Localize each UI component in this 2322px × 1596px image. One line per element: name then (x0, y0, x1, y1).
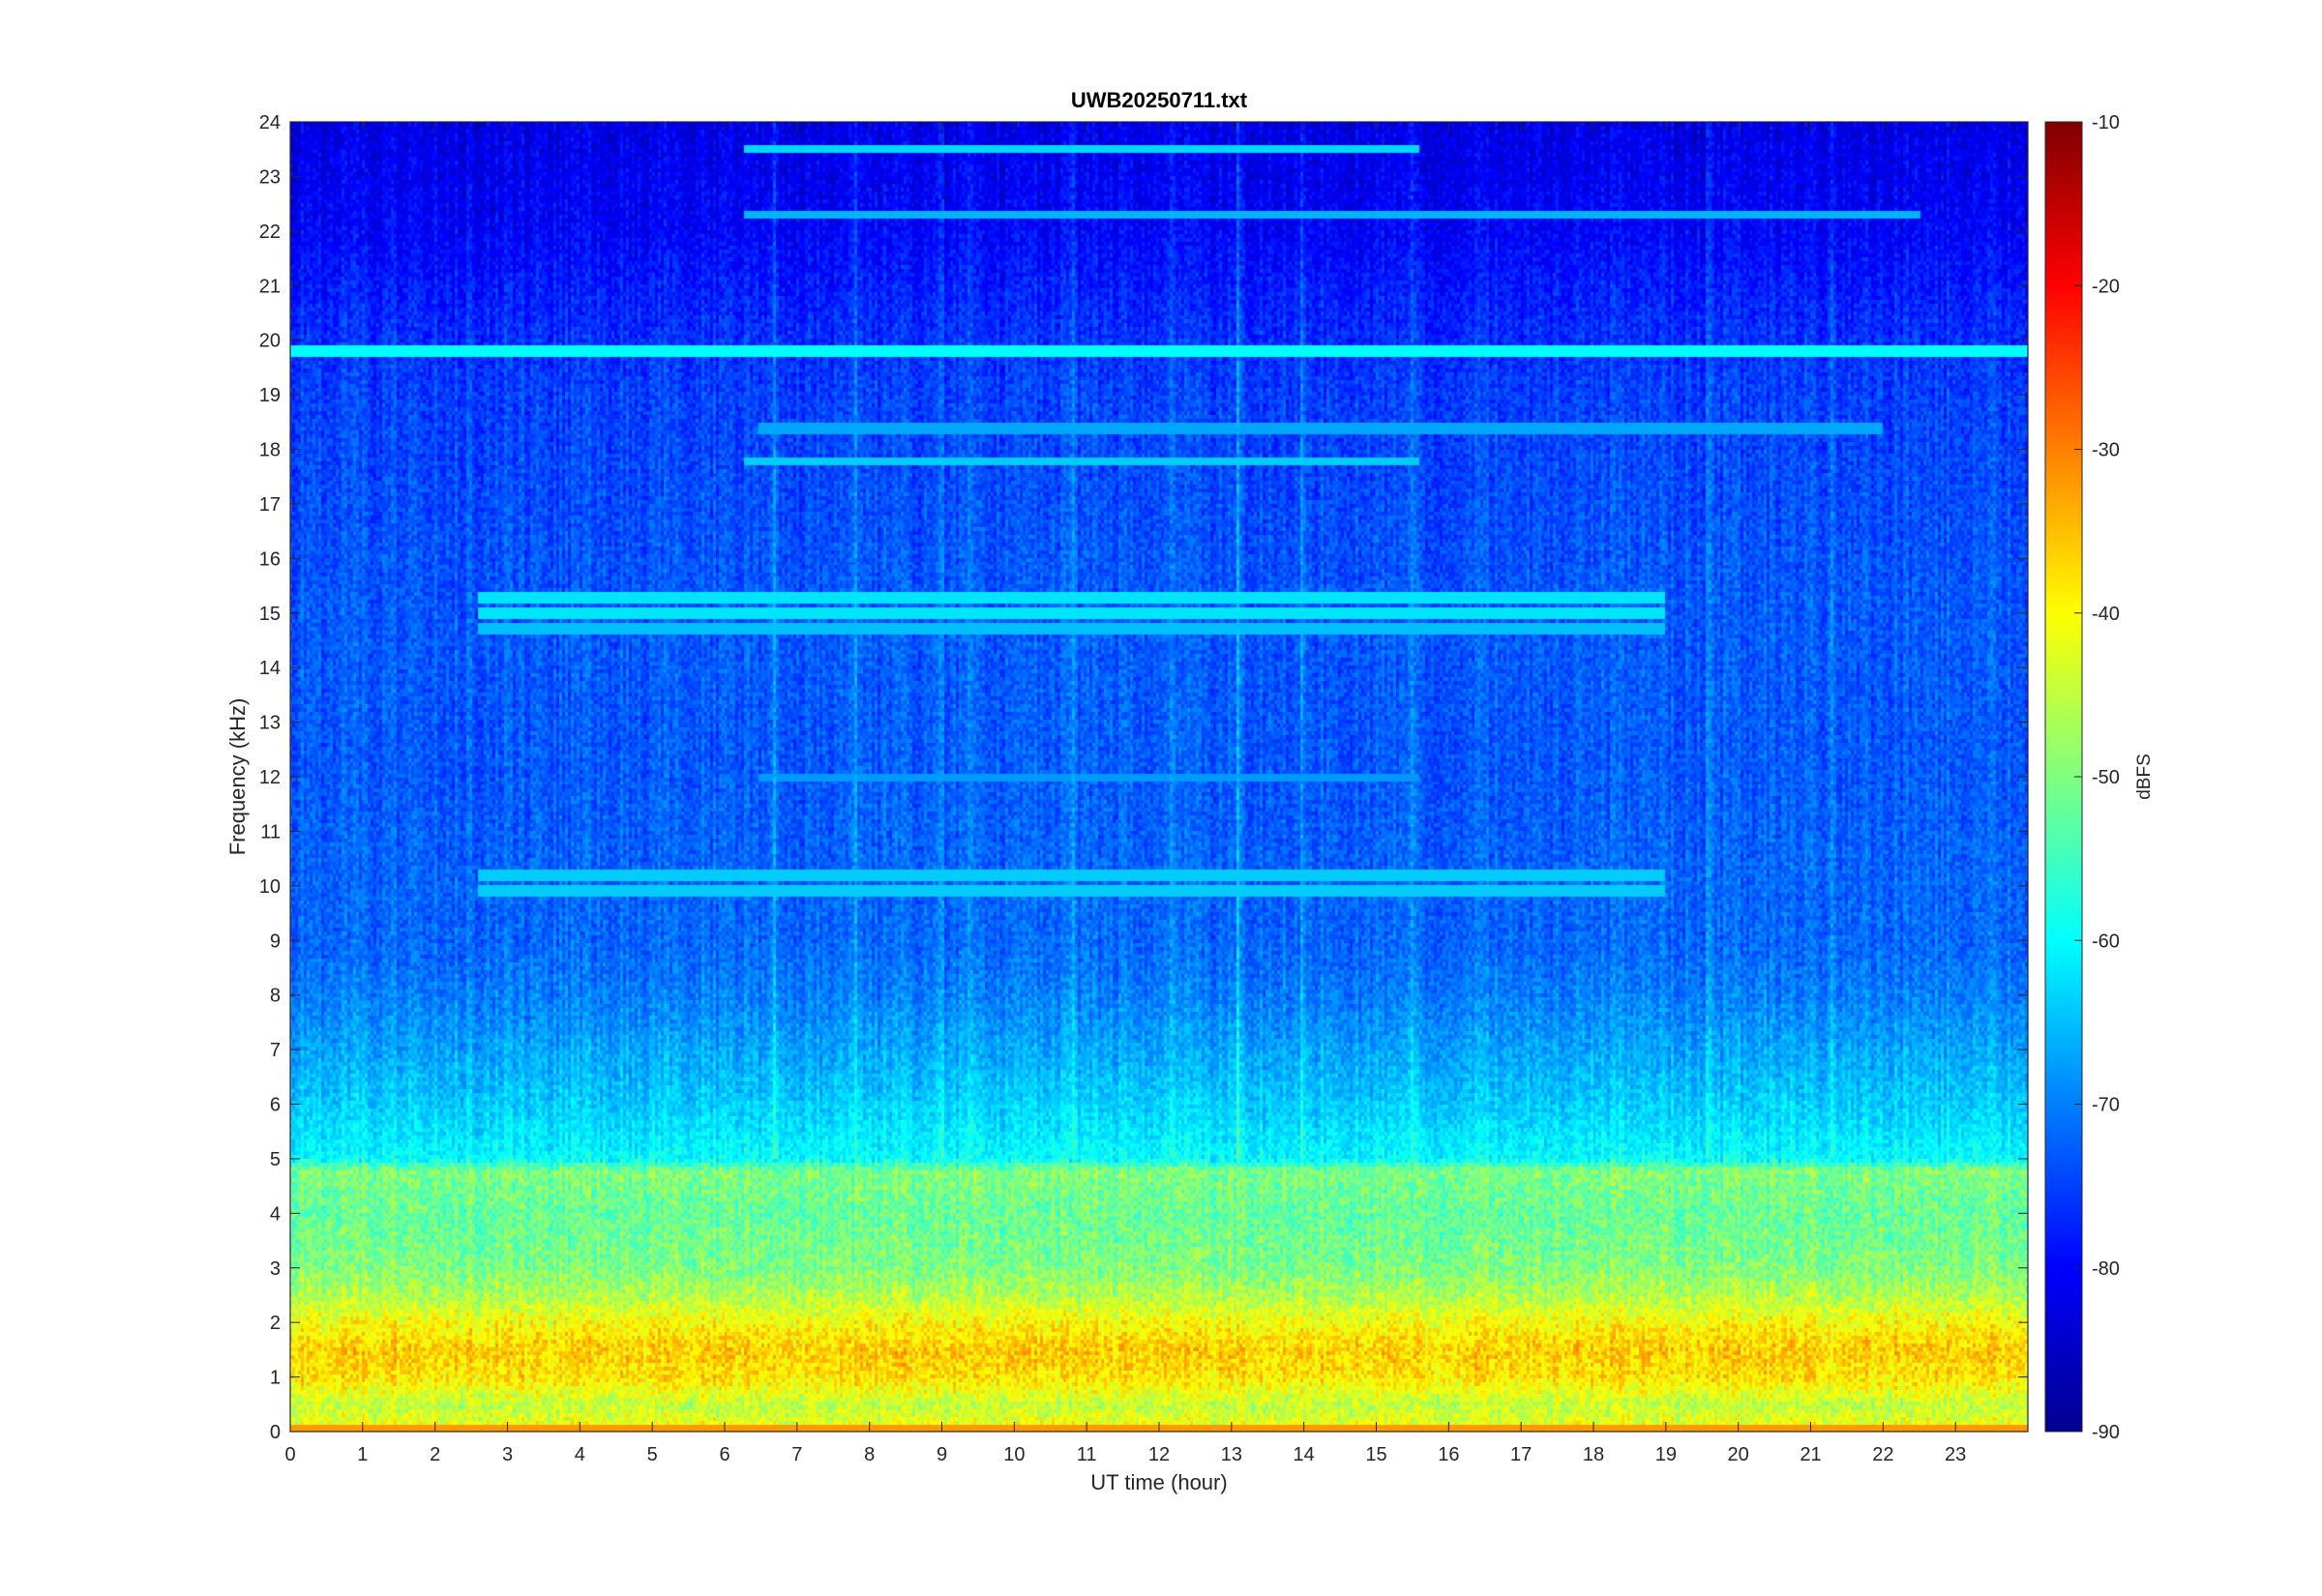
y-tick-label: 11 (260, 821, 281, 842)
x-tick-label: 17 (1510, 1444, 1532, 1465)
chart-title: UWB20250711.txt (1071, 88, 1248, 112)
y-tick-label: 13 (259, 713, 281, 734)
x-tick-label: 0 (284, 1444, 295, 1465)
colorbar-tick-label: -60 (2092, 931, 2120, 952)
x-tick-label: 1 (357, 1444, 368, 1465)
y-tick-label: 10 (259, 876, 281, 898)
x-tick-label: 8 (864, 1444, 875, 1465)
y-tick-label: 16 (259, 548, 281, 570)
x-tick-label: 23 (1945, 1444, 1966, 1465)
y-tick-label: 7 (270, 1040, 281, 1061)
x-tick-label: 12 (1148, 1444, 1170, 1465)
y-tick-label: 4 (270, 1203, 281, 1225)
x-tick-label: 11 (1077, 1444, 1097, 1465)
y-tick-label: 23 (259, 166, 281, 188)
x-tick-label: 5 (647, 1444, 658, 1465)
colorbar-tick-label: -80 (2092, 1258, 2120, 1280)
y-tick-label: 0 (270, 1422, 281, 1443)
colorbar-axis: -10 -20 -30 -40 -50 -60 -70 -80 -90 (2074, 112, 2120, 1443)
x-tick-label: 13 (1221, 1444, 1242, 1465)
y-tick-label: 19 (259, 385, 281, 406)
colorbar-tick-label: -20 (2092, 276, 2120, 297)
x-axis-label: UT time (hour) (1090, 1470, 1227, 1494)
y-tick-label: 14 (259, 658, 281, 679)
y-tick-label: 5 (270, 1149, 281, 1170)
x-tick-label: 3 (502, 1444, 513, 1465)
colorbar-label: dBFS (2134, 754, 2155, 800)
x-tick-label: 16 (1438, 1444, 1459, 1465)
y-tick-label: 20 (259, 331, 281, 352)
colorbar-tick-label: -90 (2092, 1422, 2120, 1443)
heatmap-cells (290, 122, 2028, 1432)
y-tick-label: 2 (270, 1313, 281, 1334)
colorbar-tick-label: -10 (2092, 112, 2120, 133)
x-tick-label: 15 (1365, 1444, 1386, 1465)
colorbar-tick-label: -30 (2092, 440, 2120, 461)
x-tick-label: 14 (1294, 1444, 1315, 1465)
y-tick-label: 18 (259, 440, 281, 461)
y-tick-label: 12 (259, 767, 281, 788)
spectrogram-heatmap (290, 122, 2028, 1432)
colorbar-tick-label: -40 (2092, 604, 2120, 625)
y-tick-label: 9 (270, 931, 281, 952)
y-tick-label: 22 (259, 222, 281, 243)
x-tick-label: 20 (1728, 1444, 1749, 1465)
x-tick-label: 19 (1655, 1444, 1677, 1465)
x-tick-label: 7 (791, 1444, 802, 1465)
y-tick-label: 21 (259, 276, 281, 297)
x-tick-label: 2 (430, 1444, 440, 1465)
colorbar-tick-label: -70 (2092, 1095, 2120, 1116)
y-tick-label: 24 (259, 112, 281, 133)
y-tick-label: 15 (259, 604, 281, 625)
x-tick-label: 4 (575, 1444, 585, 1465)
x-tick-label: 21 (1800, 1444, 1821, 1465)
y-tick-label: 17 (259, 494, 281, 516)
x-tick-label: 10 (1003, 1444, 1025, 1465)
x-axis: 0 1 2 3 4 5 6 7 8 9 10 11 12 13 14 15 16 17 18 19 20 21 22 23 (284, 122, 1966, 1465)
y-tick-label: 1 (270, 1368, 281, 1389)
x-tick-label: 9 (937, 1444, 947, 1465)
x-tick-label: 6 (719, 1444, 729, 1465)
y-axis-label: Frequency (kHz) (225, 698, 250, 856)
y-tick-label: 6 (270, 1095, 281, 1116)
x-tick-label: 22 (1872, 1444, 1893, 1465)
y-tick-label: 3 (270, 1258, 281, 1280)
colorbar-tick-label: -50 (2092, 767, 2120, 788)
y-tick-label: 8 (270, 986, 281, 1007)
x-tick-label: 18 (1583, 1444, 1604, 1465)
